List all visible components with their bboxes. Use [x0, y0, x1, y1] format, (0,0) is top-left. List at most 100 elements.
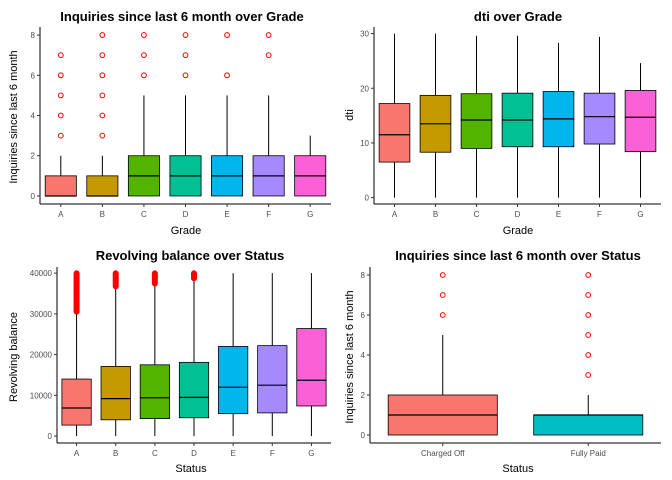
box-a	[378, 33, 411, 198]
x-tick-label: F	[270, 449, 275, 458]
outlier-point	[585, 292, 592, 298]
outlier-point	[57, 132, 64, 139]
box-d	[178, 270, 210, 437]
box-c	[460, 35, 493, 198]
box-rect	[533, 414, 644, 436]
y-tick-label: 6	[361, 311, 366, 320]
outlier-cluster	[112, 270, 119, 290]
outlier-point	[99, 32, 106, 38]
outlier-point	[585, 372, 592, 378]
outlier-point	[585, 332, 592, 338]
box-b	[86, 32, 119, 197]
x-tick-label: B	[433, 210, 438, 219]
box-a	[44, 52, 77, 197]
x-tick-label: E	[224, 210, 229, 219]
y-tick-label: 0	[48, 432, 53, 441]
x-axis-label: Grade	[171, 225, 202, 237]
x-tick-label: A	[74, 449, 80, 458]
box-e	[211, 32, 244, 197]
box-rect	[139, 364, 170, 419]
outlier-point	[439, 312, 446, 318]
outlier-point	[141, 32, 147, 38]
box-rect	[44, 175, 77, 197]
x-tick-label: F	[597, 210, 602, 219]
x-tick-label: Fully Paid	[571, 449, 606, 458]
outlier-point	[57, 112, 64, 119]
outlier-point	[585, 352, 592, 358]
box-f	[252, 32, 285, 197]
box-rect	[100, 366, 131, 421]
outlier-cluster	[190, 270, 197, 282]
box-rect	[218, 346, 249, 415]
x-tick-label: E	[230, 449, 235, 458]
outlier-point	[265, 52, 272, 59]
y-tick-label: 0	[31, 192, 36, 201]
outlier-point	[99, 52, 106, 59]
outlier-point	[585, 272, 592, 278]
box-g	[294, 135, 327, 197]
box-rect	[296, 328, 327, 407]
box-a	[61, 270, 92, 437]
outlier-point	[439, 292, 446, 298]
y-tick-label: 2	[361, 391, 366, 400]
x-tick-label: D	[183, 210, 189, 219]
chart-title: Revolving balance over Status	[96, 248, 285, 263]
outlier-cluster	[73, 270, 80, 315]
y-tick-label: 30	[360, 30, 369, 39]
box-fully-paid	[533, 272, 644, 436]
y-tick-label: 20	[360, 84, 369, 93]
outlier-point	[141, 52, 147, 59]
y-tick-label: 0	[361, 431, 366, 440]
y-tick-label: 30000	[30, 310, 53, 319]
box-e	[218, 273, 249, 437]
box-rect	[86, 175, 119, 197]
x-tick-label: Charged Off	[421, 449, 465, 458]
x-tick-label: G	[308, 449, 314, 458]
outlier-point	[182, 72, 189, 79]
y-tick-label: 0	[365, 194, 370, 203]
outlier-point	[182, 32, 189, 38]
box-b	[419, 33, 452, 198]
x-tick-label: E	[556, 210, 561, 219]
box-rect	[257, 345, 288, 414]
x-tick-label: A	[392, 210, 398, 219]
outlier-point	[585, 312, 592, 318]
x-tick-label: G	[637, 210, 643, 219]
outlier-point	[99, 132, 106, 139]
box-b	[100, 270, 131, 437]
box-d	[169, 32, 202, 197]
y-axis-label: Revolving balance	[8, 312, 20, 402]
box-f	[257, 273, 288, 437]
x-tick-label: F	[266, 210, 271, 219]
x-tick-label: B	[100, 210, 105, 219]
x-tick-label: A	[58, 210, 64, 219]
chart-title: Inquiries since last 6 month over Status	[395, 248, 641, 263]
box-e	[542, 42, 575, 198]
outlier-point	[141, 72, 147, 79]
outlier-point	[182, 52, 189, 59]
y-tick-label: 8	[31, 31, 36, 40]
x-tick-label: C	[141, 210, 147, 219]
chart-title: dti over Grade	[474, 9, 562, 24]
y-axis-label: Inquiries since last 6 month	[8, 50, 20, 183]
y-tick-label: 40000	[30, 269, 53, 278]
box-rect	[178, 361, 210, 419]
x-axis-label: Grade	[503, 225, 534, 237]
y-tick-label: 10	[360, 139, 369, 148]
outlier-point	[224, 32, 230, 38]
x-tick-label: G	[307, 210, 313, 219]
outlier-cluster	[151, 270, 158, 287]
x-tick-label: B	[113, 449, 118, 458]
x-tick-label: D	[191, 449, 197, 458]
outlier-point	[99, 112, 106, 119]
box-rect	[624, 90, 657, 153]
y-tick-label: 4	[31, 112, 36, 121]
outlier-point	[439, 272, 446, 278]
y-tick-label: 20000	[30, 351, 53, 360]
x-axis-label: Status	[502, 463, 534, 475]
box-d	[501, 35, 534, 198]
outlier-point	[265, 32, 272, 38]
x-tick-label: C	[152, 449, 158, 458]
panel-revolving-balance-by-status: Revolving balance over Status Status Rev…	[8, 248, 331, 475]
